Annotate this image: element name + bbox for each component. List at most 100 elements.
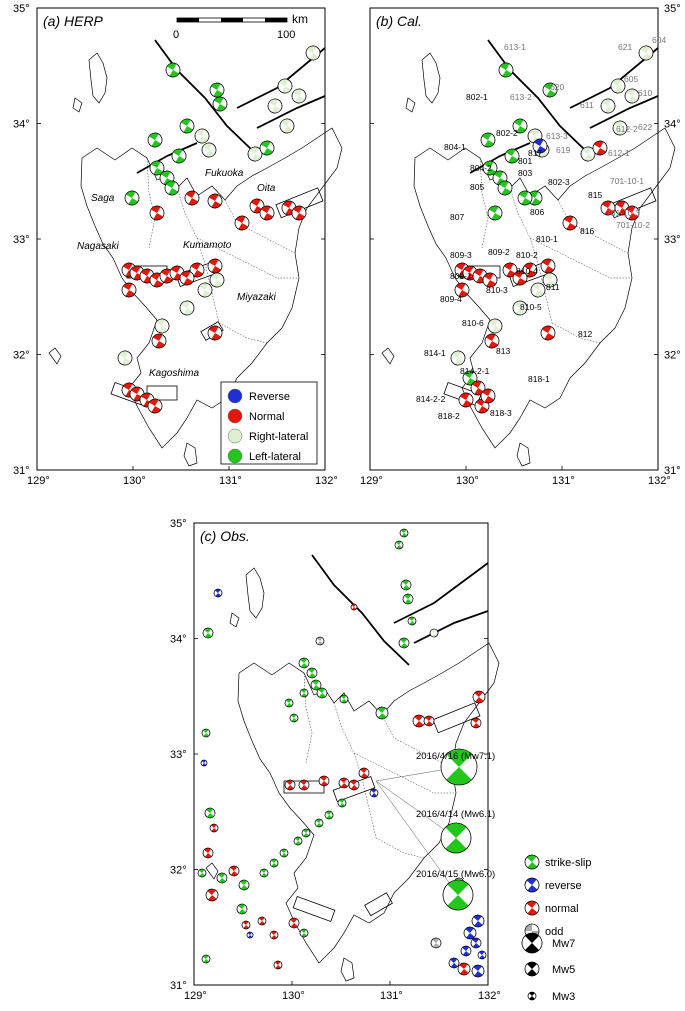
focal-mechanism-icon — [247, 146, 263, 162]
event-id-label: 805 — [470, 182, 484, 192]
panel-a-title: (a) HERP — [43, 13, 104, 29]
focal-mechanism-icon — [246, 931, 254, 939]
focal-mechanism-icon — [487, 318, 503, 334]
focal-mechanism-icon — [202, 627, 214, 639]
focal-mechanism-icon — [375, 706, 389, 720]
focal-mechanism-icon — [470, 937, 482, 949]
longitude-tick-label: 129° — [360, 475, 383, 487]
event-id-label: 804-2 — [470, 163, 492, 173]
focal-mechanism-icon — [429, 628, 439, 638]
panel-a-scale-bar: 0 100 km — [173, 12, 308, 41]
panel-a-fault-line — [154, 39, 253, 151]
event-id-label: 613-2 — [510, 92, 532, 102]
focal-mechanism-icon — [482, 160, 498, 176]
focal-mechanism-icon — [542, 272, 558, 288]
focal-mechanism-icon — [482, 272, 498, 288]
place-label-miyazaki: Miyazaki — [237, 292, 277, 303]
longitude-tick-label: 130° — [282, 990, 305, 1002]
focal-mechanism-icon — [259, 205, 275, 221]
focal-mechanism-icon — [512, 118, 528, 134]
focal-mechanism-icon — [316, 687, 328, 699]
event-id-label: 613-3 — [546, 131, 568, 141]
focal-mechanism-icon — [259, 868, 269, 878]
event-id-label: 612-2 — [616, 124, 638, 134]
focal-mechanism-icon — [124, 190, 140, 206]
focal-mechanism-icon — [165, 62, 181, 78]
event-id-label: 604 — [652, 35, 666, 45]
panel-a-fault-line — [256, 95, 326, 129]
panel-c-fault-line — [413, 610, 489, 644]
focal-mechanism-icon — [610, 78, 626, 94]
latitude-tick-label: 35° — [664, 3, 681, 15]
focal-mechanism-icon — [238, 879, 250, 891]
foreshock-mw60-icon — [442, 879, 474, 911]
latitude-tick-label: 34° — [170, 634, 187, 646]
place-label-saga: Saga — [91, 193, 115, 204]
longitude-tick-label: 132° — [648, 475, 671, 487]
magnitude-scale-icon — [524, 961, 540, 977]
panel-c: (c) Obs. 2016/4/16 (Mw7.1) 2016/4/14 (Mw… — [170, 518, 591, 1003]
latitude-tick-label: 34° — [13, 119, 30, 131]
focal-mechanism-icon — [512, 300, 528, 316]
mainshock-leader-line — [375, 780, 457, 839]
panel-a-fault-line — [136, 142, 198, 174]
panel-c-fault-line — [393, 562, 489, 624]
focal-mechanism-icon — [562, 215, 578, 231]
scale-bar-start-label: 0 — [173, 29, 179, 41]
focal-mechanism-icon — [279, 848, 289, 858]
focal-mechanism-icon — [184, 190, 200, 206]
focal-mechanism-icon — [350, 603, 358, 611]
event-id-label: 809-1 — [450, 271, 472, 281]
right-lateral-swatch-icon — [227, 428, 243, 444]
longitude-tick-label: 129° — [184, 990, 207, 1002]
focal-mechanism-icon — [484, 333, 500, 349]
event-id-label: 701-10-2 — [616, 220, 650, 230]
focal-mechanism-icon — [460, 945, 472, 957]
obs-legend-label: odd — [545, 926, 563, 938]
focal-mechanism-icon — [207, 258, 223, 274]
event-id-label: 803 — [518, 168, 532, 178]
focal-mechanism-icon — [189, 262, 205, 278]
focal-mechanism-icon — [338, 777, 350, 789]
event-id-label: 809-2 — [488, 247, 510, 257]
focal-mechanism-icon — [337, 798, 347, 808]
focal-mechanism-icon — [517, 190, 533, 206]
event-id-label: 622 — [638, 122, 652, 132]
event-id-label: 818-3 — [490, 408, 512, 418]
event-id-label: 801 — [518, 156, 532, 166]
magnitude-legend-label: Mw7 — [552, 938, 575, 950]
focal-mechanism-icon — [269, 858, 279, 868]
focal-mechanism-icon — [179, 270, 195, 286]
event-id-label: 813 — [496, 346, 510, 356]
longitude-tick-label: 131° — [552, 475, 575, 487]
focal-mechanism-icon — [487, 205, 503, 221]
panel-b-mechanisms — [450, 45, 654, 414]
event-id-label: 817 — [528, 148, 542, 158]
focal-mechanism-icon — [480, 388, 496, 404]
focal-mechanism-icon — [530, 282, 546, 298]
focal-mechanism-icon — [458, 392, 474, 408]
scale-bar-end-label: 100 — [277, 29, 295, 41]
latitude-tick-label: 32° — [170, 865, 187, 877]
event-id-label: 812 — [578, 329, 592, 339]
longitude-tick-label: 131° — [380, 990, 403, 1002]
event-id-label: 809-3 — [450, 250, 472, 260]
focal-mechanism-icon — [204, 807, 216, 819]
focal-mechanism-icon — [288, 917, 300, 929]
focal-mechanism-icon — [398, 637, 410, 649]
focal-mechanism-icon — [400, 579, 412, 591]
event-id-label: 810-2 — [516, 250, 538, 260]
focal-mechanism-icon — [454, 282, 470, 298]
scale-bar-unit: km — [292, 12, 308, 26]
left-lateral-swatch-icon — [227, 448, 243, 464]
focal-mechanism-icon — [259, 140, 275, 156]
event-id-label: 802-2 — [496, 128, 518, 138]
panel-b-title: (b) Cal. — [376, 13, 422, 29]
place-label-nagasaki: Nagasaki — [77, 241, 119, 252]
mechanism-legend: Reverse Normal Right-lateral Left-lateral — [220, 381, 318, 465]
focal-mechanism-icon — [301, 828, 311, 838]
focal-mechanism-icon — [147, 398, 163, 414]
focal-mechanism-icon — [257, 916, 267, 926]
panel-b-fault-line — [487, 39, 586, 151]
